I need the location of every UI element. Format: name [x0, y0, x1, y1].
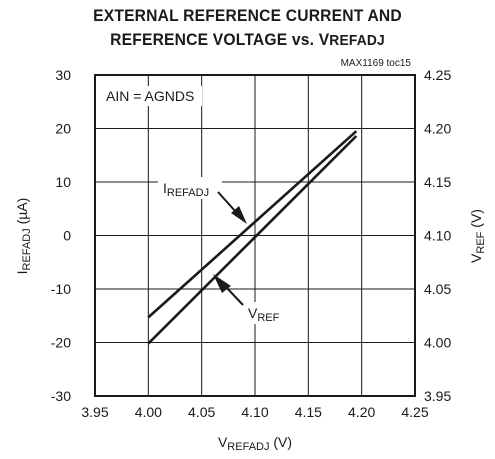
- condition-background: [102, 86, 202, 106]
- y-tick-label: 0: [63, 228, 71, 244]
- y2-tick-label: 3.95: [424, 388, 451, 404]
- x-tick-label: 4.00: [135, 404, 162, 420]
- y-tick-label: -20: [51, 335, 71, 351]
- chart-title-line-2-text: REFERENCE VOLTAGE vs. V: [110, 30, 330, 49]
- y-axis-title: IREFADJ (µA): [14, 198, 33, 275]
- y-tick-label: 30: [55, 67, 71, 83]
- vref-annotation-leader: [224, 285, 244, 306]
- chart-title-line-2: REFERENCE VOLTAGE vs. VREFADJ: [20, 30, 475, 50]
- vref-annotation-label: VREF: [248, 305, 280, 324]
- x-tick-label: 4.25: [401, 404, 428, 420]
- y-tick-label: -30: [51, 388, 71, 404]
- iref-annotation-background: [158, 177, 222, 199]
- vref-annotation-arrowhead: [213, 274, 231, 293]
- x-tick-label: 4.20: [348, 404, 375, 420]
- condition-label: AIN = AGNDS: [106, 88, 194, 104]
- iref-annotation-arrowhead: [231, 206, 247, 224]
- y2-tick-label: 4.05: [424, 281, 451, 297]
- y-tick-label: -10: [51, 281, 71, 297]
- x-tick-label: 4.05: [188, 404, 215, 420]
- y2-axis-title: VREF (V): [468, 209, 487, 263]
- y2-tick-label: 4.15: [424, 174, 451, 190]
- y2-tick-label: 4.00: [424, 335, 451, 351]
- chart-title-line-1: EXTERNAL REFERENCE CURRENT AND: [93, 6, 402, 25]
- y2-tick-label: 4.10: [424, 228, 451, 244]
- vref-annotation-background: [244, 302, 278, 324]
- x-tick-label: 3.95: [81, 404, 108, 420]
- iref-annotation-leader: [217, 191, 237, 213]
- x-axis-title: VREFADJ (V): [218, 434, 292, 453]
- series-lines: [147, 130, 358, 345]
- y2-tick-label: 4.20: [424, 121, 451, 137]
- y-tick-label: 10: [55, 174, 71, 190]
- series-line-vref: [147, 135, 358, 345]
- tick-labels: 3.95 4.00 4.05 4.10 4.15 4.20 4.25 30 20 10 0 -10 -2…: [51, 67, 452, 420]
- y2-tick-label: 4.25: [424, 67, 451, 83]
- y-tick-label: 20: [55, 121, 71, 137]
- x-tick-label: 4.10: [241, 404, 268, 420]
- toc-label: MAX1169 toc15: [341, 58, 412, 69]
- iref-annotation-label: IREFADJ: [163, 180, 209, 199]
- plot-frame: [94, 74, 416, 397]
- x-tick-label: 4.15: [295, 404, 322, 420]
- chart-title-line-2-subscript: REFADJ: [329, 32, 385, 49]
- series-line-irefadj: [147, 130, 358, 319]
